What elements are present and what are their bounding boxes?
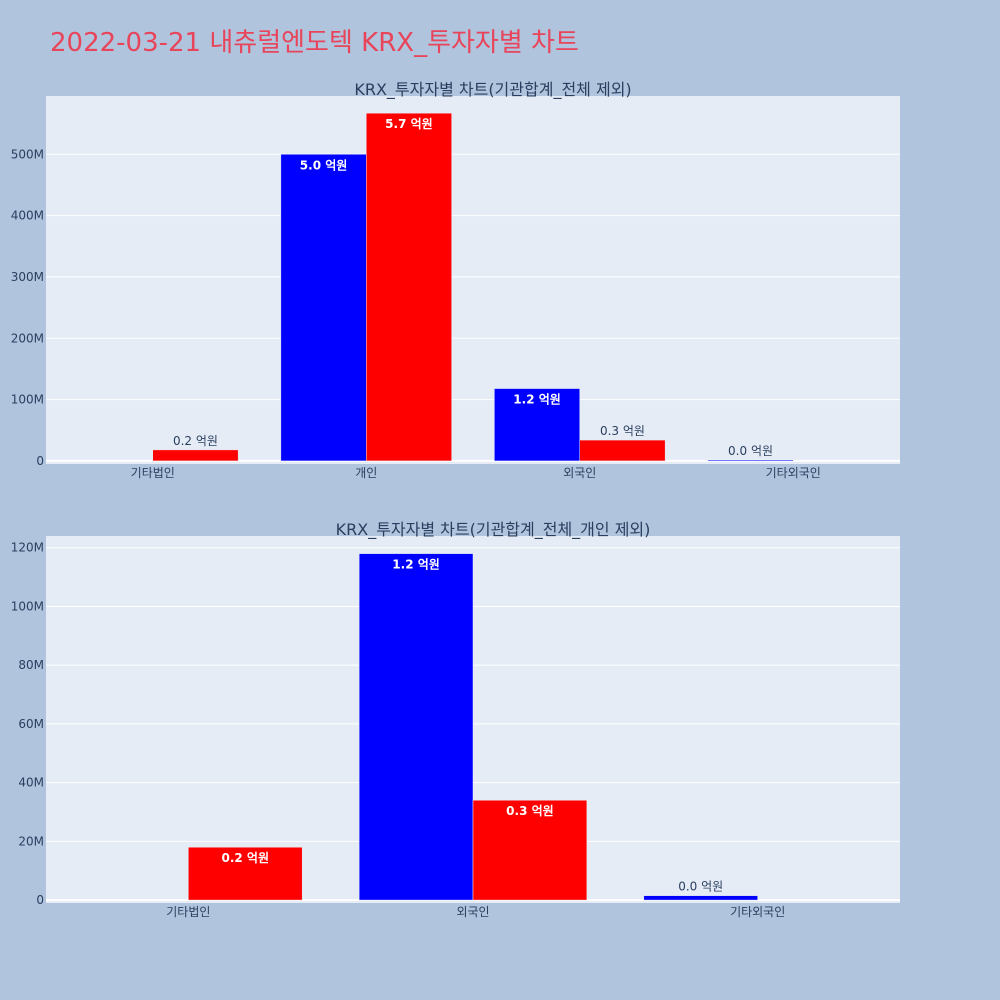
bar xyxy=(643,895,758,901)
bar xyxy=(366,112,452,462)
data-label: 5.7 억원 xyxy=(385,117,433,131)
y-tick-label: 120M xyxy=(11,541,44,555)
y-tick-label: 400M xyxy=(11,209,44,223)
chart-title: KRX_투자자별 차트(기관합계_전체 제외) xyxy=(354,80,631,100)
y-tick-label: 300M xyxy=(11,270,44,284)
x-tick-label: 기타외국인 xyxy=(766,466,821,480)
y-tick-label: 0 xyxy=(36,893,44,907)
y-tick-label: 40M xyxy=(18,776,44,790)
y-tick-label: 60M xyxy=(18,717,44,731)
y-tick-label: 0 xyxy=(36,454,44,468)
chart-title: KRX_투자자별 차트(기관합계_전체_개인 제외) xyxy=(336,520,651,540)
y-tick-label: 80M xyxy=(18,658,44,672)
chart-top: 0 100M 200M 300M 400M 500M KRX_투자자별 차트(기관합계_전체… xyxy=(11,80,900,480)
x-tick-label: 기타법인 xyxy=(166,905,210,919)
bar xyxy=(472,799,588,901)
x-tick-label: 기타법인 xyxy=(131,466,175,480)
data-label: 0.0 억원 xyxy=(678,880,723,894)
y-tick-label: 20M xyxy=(18,834,44,848)
bar xyxy=(188,846,303,901)
bar xyxy=(358,553,474,901)
x-tick-label: 개인 xyxy=(355,466,377,480)
y-tick-label: 200M xyxy=(11,331,44,345)
y-tick-label: 500M xyxy=(11,147,44,161)
bar xyxy=(494,388,581,462)
bar xyxy=(707,459,794,462)
data-label: 1.2 억원 xyxy=(392,558,440,572)
data-label: 0.2 억원 xyxy=(222,851,270,865)
chart-bottom: 0 20M 40M 60M 80M 100M 120M KRX_투자자별 차트(기관합계_전체… xyxy=(11,520,900,919)
x-tick-label: 외국인 xyxy=(456,905,489,919)
data-label: 0.2 억원 xyxy=(173,434,218,448)
data-label: 5.0 억원 xyxy=(300,158,348,172)
bar xyxy=(152,449,239,462)
y-tick-label: 100M xyxy=(11,599,44,613)
page-title: 2022-03-21 내츄럴엔도텍 KRX_투자자별 차트 xyxy=(50,28,579,58)
data-label: 1.2 억원 xyxy=(513,393,561,407)
data-label: 0.3 억원 xyxy=(506,804,554,818)
x-tick-label: 외국인 xyxy=(563,466,596,480)
plot-area xyxy=(46,96,900,464)
data-label: 0.0 억원 xyxy=(728,444,773,458)
data-label: 0.3 억원 xyxy=(600,424,645,438)
bar xyxy=(280,154,367,462)
y-tick-label: 100M xyxy=(11,393,44,407)
bar xyxy=(579,439,666,462)
x-tick-label: 기타외국인 xyxy=(730,905,785,919)
